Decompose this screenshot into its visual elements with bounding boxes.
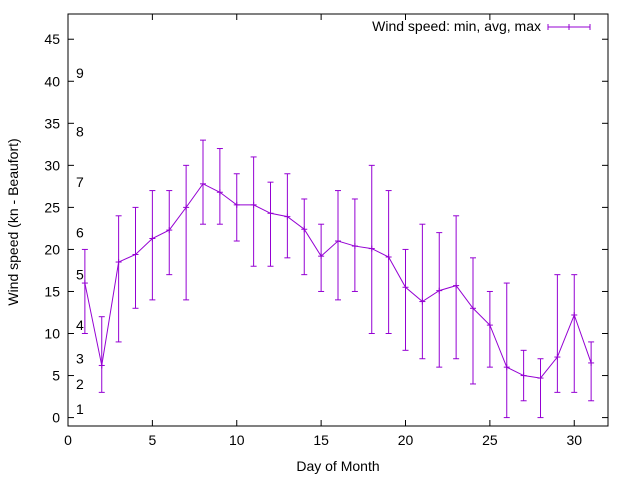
y-tick-label: 0 — [52, 410, 60, 426]
beaufort-label: 4 — [76, 317, 84, 333]
beaufort-label: 9 — [76, 65, 84, 81]
y-tick-label: 45 — [44, 31, 60, 47]
beaufort-label: 2 — [76, 376, 84, 392]
y-tick-label: 30 — [44, 157, 60, 173]
beaufort-label: 5 — [76, 267, 84, 283]
y-tick-label: 15 — [44, 283, 60, 299]
legend-label: Wind speed: min, avg, max — [372, 18, 541, 34]
beaufort-label: 1 — [76, 401, 84, 417]
plot-frame — [67, 13, 609, 427]
y-tick-label: 25 — [44, 199, 60, 215]
beaufort-label: 8 — [76, 124, 84, 140]
x-tick-label: 0 — [64, 432, 72, 448]
beaufort-label: 6 — [76, 225, 84, 241]
error-bars — [81, 139, 595, 419]
x-tick-label: 10 — [229, 432, 245, 448]
y-tick-label: 35 — [44, 115, 60, 131]
beaufort-label: 3 — [76, 351, 84, 367]
x-tick-label: 20 — [398, 432, 414, 448]
x-tick-label: 5 — [148, 432, 156, 448]
y-tick-label: 40 — [44, 73, 60, 89]
legend: Wind speed: min, avg, max — [372, 18, 591, 34]
y-tick-label: 10 — [44, 326, 60, 342]
series-layer — [81, 180, 595, 382]
x-axis-label: Day of Month — [296, 458, 379, 474]
y-axis-label: Wind speed (kn - Beaufort) — [5, 138, 21, 305]
beaufort-annotations: 1 2 3 4 5 6 7 8 9 — [76, 65, 84, 417]
x-tick-label: 30 — [566, 432, 582, 448]
x-tick-label: 25 — [482, 432, 498, 448]
x-tick-label: 15 — [313, 432, 329, 448]
beaufort-label: 7 — [76, 174, 84, 190]
y-tick-label: 5 — [52, 368, 60, 384]
y-tick-label: 20 — [44, 241, 60, 257]
